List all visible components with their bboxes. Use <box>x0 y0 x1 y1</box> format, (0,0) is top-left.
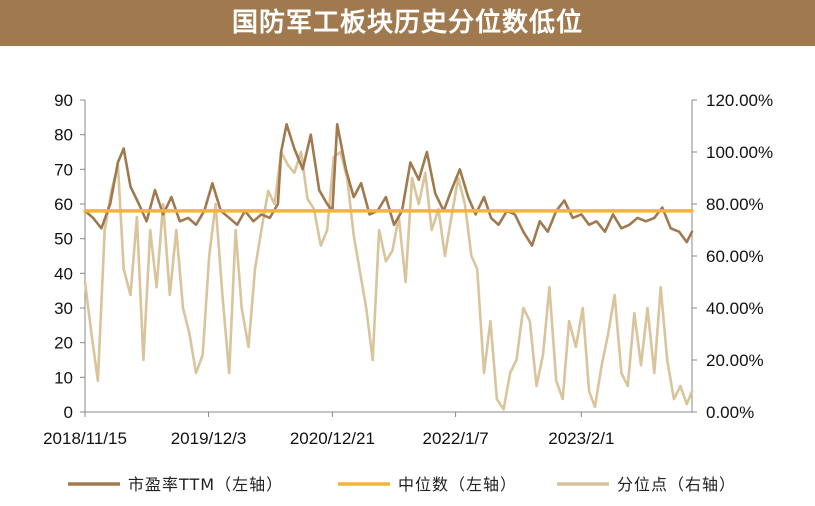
legend-label: 分位点（右轴） <box>617 475 736 494</box>
left-tick-label: 80 <box>54 126 73 145</box>
right-tick-label: 80.00% <box>706 195 764 214</box>
right-tick-label: 40.00% <box>706 299 764 318</box>
pe-ttm-line <box>83 123 694 247</box>
title-banner <box>0 0 815 46</box>
right-tick-label: 0.00% <box>706 403 754 422</box>
legend: 市盈率TTM（左轴） 中位数（左轴） 分位点（右轴） <box>68 475 736 494</box>
legend-label: 中位数（左轴） <box>398 475 517 494</box>
series-layer <box>83 123 694 411</box>
left-tick-label: 90 <box>54 91 73 110</box>
right-tick-label: 60.00% <box>706 247 764 266</box>
left-tick-label: 40 <box>54 264 73 283</box>
x-tick-label: 2023/2/1 <box>548 429 614 448</box>
left-tick-label: 60 <box>54 195 73 214</box>
chart-title: 国防军工板块历史分位数低位 <box>231 8 583 38</box>
left-tick-label: 20 <box>54 334 73 353</box>
right-tick-label: 120.00% <box>706 91 773 110</box>
tick-labels: 90 80 70 60 50 40 30 20 10 0 120.00% 100.00% 80.00% 6… <box>43 91 773 448</box>
right-tick-label: 100.00% <box>706 143 773 162</box>
left-tick-label: 0 <box>64 403 73 422</box>
percentile-line <box>83 150 694 411</box>
legend-label: 市盈率TTM（左轴） <box>128 475 283 494</box>
left-tick-label: 70 <box>54 160 73 179</box>
x-tick-label: 2020/12/21 <box>290 429 375 448</box>
x-tick-label: 2022/1/7 <box>422 429 488 448</box>
x-tick-label: 2018/11/15 <box>43 429 127 448</box>
right-tick-label: 20.00% <box>706 351 764 370</box>
left-tick-label: 10 <box>54 368 73 387</box>
left-tick-label: 50 <box>54 230 73 249</box>
x-tick-label: 2019/12/3 <box>171 429 247 448</box>
left-tick-label: 30 <box>54 299 73 318</box>
axes <box>80 99 697 417</box>
